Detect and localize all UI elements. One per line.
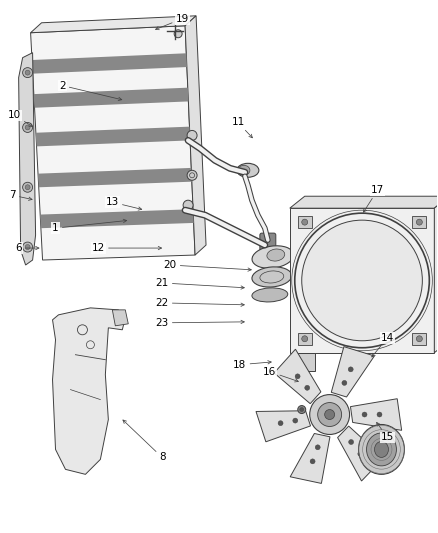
- Circle shape: [358, 451, 363, 456]
- Polygon shape: [40, 209, 194, 228]
- Text: 2: 2: [59, 80, 122, 101]
- Polygon shape: [434, 196, 438, 353]
- Polygon shape: [112, 310, 128, 326]
- Polygon shape: [350, 399, 402, 430]
- Polygon shape: [31, 16, 196, 33]
- FancyBboxPatch shape: [413, 216, 426, 228]
- Circle shape: [349, 440, 353, 445]
- FancyBboxPatch shape: [298, 216, 312, 228]
- Circle shape: [295, 374, 300, 379]
- Circle shape: [25, 125, 30, 130]
- Text: 12: 12: [92, 243, 162, 253]
- Circle shape: [348, 367, 353, 372]
- Polygon shape: [32, 53, 187, 74]
- Circle shape: [25, 245, 30, 249]
- Circle shape: [302, 336, 308, 342]
- Circle shape: [362, 412, 367, 417]
- Text: 10: 10: [8, 110, 32, 126]
- FancyBboxPatch shape: [260, 233, 276, 253]
- Circle shape: [305, 385, 310, 390]
- Circle shape: [293, 418, 298, 423]
- Polygon shape: [338, 426, 384, 481]
- Circle shape: [23, 68, 32, 78]
- Ellipse shape: [359, 424, 404, 474]
- Circle shape: [187, 171, 197, 180]
- Text: 11: 11: [231, 117, 252, 138]
- Polygon shape: [34, 87, 188, 108]
- Text: 17: 17: [364, 185, 384, 212]
- Ellipse shape: [238, 165, 250, 175]
- Circle shape: [298, 406, 306, 414]
- Polygon shape: [185, 16, 206, 255]
- Polygon shape: [290, 433, 330, 483]
- Text: 21: 21: [155, 278, 244, 289]
- Circle shape: [23, 182, 32, 192]
- Ellipse shape: [252, 267, 292, 287]
- Text: 8: 8: [123, 420, 166, 463]
- Polygon shape: [31, 26, 195, 260]
- Circle shape: [325, 409, 335, 419]
- Ellipse shape: [252, 288, 288, 302]
- Ellipse shape: [237, 163, 259, 177]
- Text: 7: 7: [9, 190, 32, 200]
- Text: 18: 18: [233, 360, 271, 370]
- Ellipse shape: [252, 246, 293, 268]
- Text: 22: 22: [155, 298, 244, 308]
- Polygon shape: [290, 208, 434, 353]
- Polygon shape: [36, 127, 190, 147]
- Ellipse shape: [374, 441, 389, 457]
- Circle shape: [302, 220, 422, 341]
- Text: 16: 16: [263, 367, 298, 382]
- Circle shape: [377, 412, 382, 417]
- Circle shape: [417, 219, 422, 225]
- Circle shape: [25, 185, 30, 190]
- Polygon shape: [331, 346, 374, 397]
- Circle shape: [318, 402, 342, 426]
- Text: 1: 1: [52, 219, 127, 233]
- Polygon shape: [256, 411, 311, 442]
- Polygon shape: [274, 349, 321, 403]
- Text: 23: 23: [155, 318, 244, 328]
- Circle shape: [302, 219, 308, 225]
- Circle shape: [310, 394, 350, 434]
- Circle shape: [187, 131, 197, 140]
- Circle shape: [174, 30, 182, 38]
- Circle shape: [417, 336, 422, 342]
- Polygon shape: [19, 53, 35, 265]
- Circle shape: [310, 459, 315, 464]
- Circle shape: [278, 421, 283, 426]
- Circle shape: [23, 242, 32, 252]
- Text: 15: 15: [377, 423, 394, 442]
- Circle shape: [183, 200, 193, 210]
- Circle shape: [23, 123, 32, 132]
- Ellipse shape: [267, 249, 285, 261]
- Circle shape: [315, 445, 320, 450]
- Polygon shape: [53, 308, 125, 474]
- FancyBboxPatch shape: [298, 333, 312, 345]
- Text: 13: 13: [106, 197, 142, 210]
- Ellipse shape: [367, 433, 396, 466]
- Circle shape: [300, 408, 304, 411]
- Circle shape: [342, 381, 347, 385]
- Text: 14: 14: [372, 333, 394, 357]
- Text: 19: 19: [155, 14, 189, 30]
- Text: 20: 20: [163, 260, 251, 271]
- Polygon shape: [290, 196, 438, 208]
- Text: 6: 6: [15, 243, 39, 253]
- Circle shape: [25, 70, 30, 75]
- Polygon shape: [38, 168, 192, 187]
- FancyBboxPatch shape: [413, 333, 426, 345]
- Polygon shape: [295, 353, 314, 370]
